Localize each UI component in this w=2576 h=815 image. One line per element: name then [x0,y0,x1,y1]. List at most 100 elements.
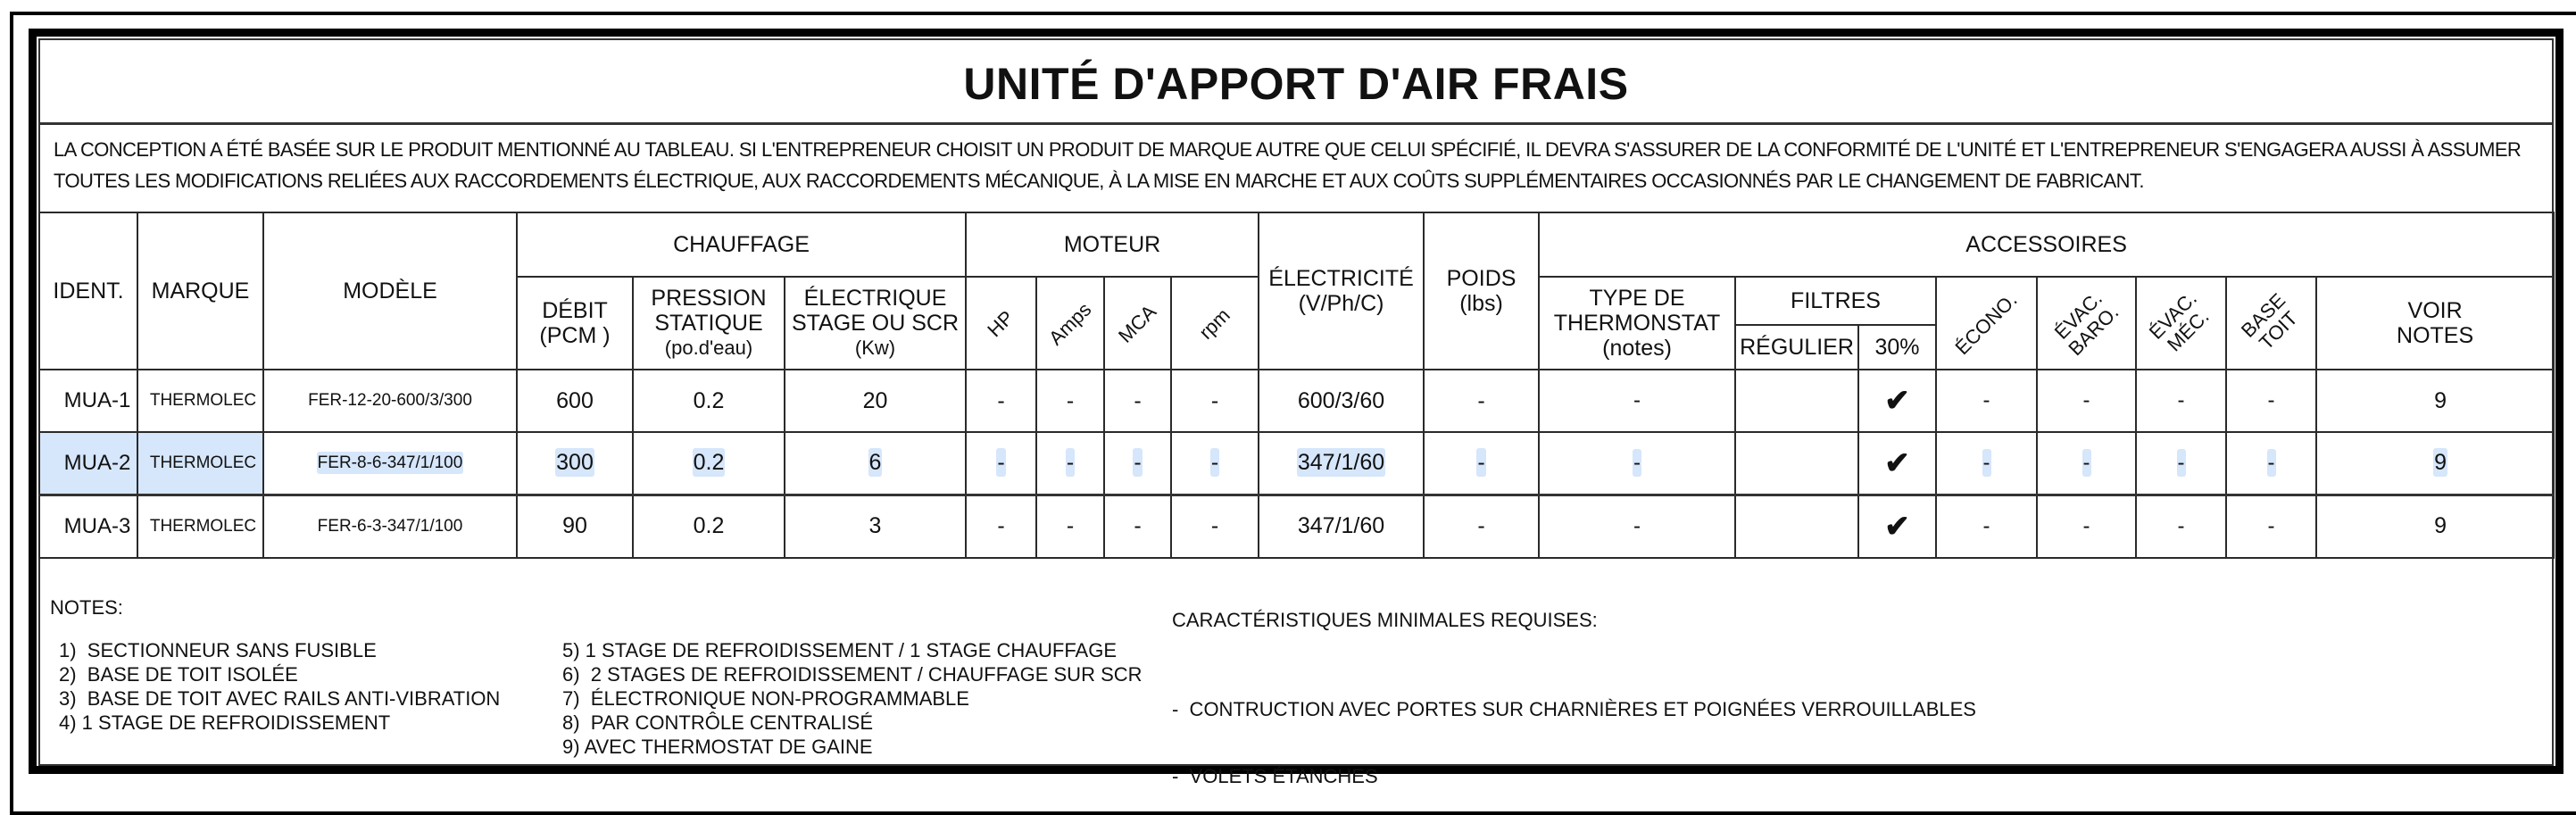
cell-value: MUA-3 [63,513,131,538]
cell-baro: - [2036,369,2138,433]
cell-value: MUA-2 [62,448,132,477]
cell-value: - [996,448,1006,478]
cell-value: FER-8-6-347/1/100 [316,451,464,474]
header-text: ÉLECTRICITÉ [1268,266,1414,291]
cell-value: FER-6-3-347/1/100 [317,516,463,536]
cell-debit: 300 [516,431,634,495]
note-item: 5) 1 STAGE DE REFROIDISSEMENT / 1 STAGE … [562,639,1118,661]
cell-notes: 9 [2315,369,2555,433]
cell-mca: - [1103,431,1173,495]
characteristics-list: - CONTRUCTION AVEC PORTES SUR CHARNIÈRES… [1172,653,1976,810]
header-chauffage: CHAUFFAGE [515,212,968,278]
cell-value: - [997,387,1005,413]
cell-value: THERMOLEC [149,391,257,410]
note-item: 3) BASE DE TOIT AVEC RAILS ANTI-VIBRATIO… [59,687,501,710]
header-text: rpm [1194,304,1234,344]
cell-econo: - [1935,431,2039,495]
cell-base: - [2225,494,2318,559]
cell-value: - [1134,513,1142,539]
cell-rpm: - [1170,369,1260,433]
cell-ident: MUA-2 [38,431,138,495]
header-text: (lbs) [1459,291,1503,316]
cell-value: 600/3/60 [1297,387,1385,413]
header-text: ÉVAC. BARO. [2049,286,2123,360]
cell-value: - [1133,448,1143,478]
header-text: ÉVAC. MÉC. [2145,287,2216,358]
cell-debit: 90 [516,494,634,559]
cell-value: - [2267,513,2275,538]
cell-value: - [1982,388,1990,412]
header-filtres: FILTRES [1734,276,1938,326]
header-text: DÉBIT [542,298,608,323]
check-icon: ✔ [1884,509,1910,544]
check-icon: ✔ [1884,384,1910,418]
cell-rpm: - [1170,494,1260,559]
cell-amps: - [1035,494,1106,559]
note-item: 6) 2 STAGES DE REFROIDISSEMENT / CHAUFFA… [562,663,1143,686]
header-text: (V/Ph/C) [1298,291,1384,316]
cell-value: 90 [562,513,587,539]
check-icon: ✔ [1884,445,1910,480]
cell-value: - [1477,513,1485,539]
notes-label: NOTES: [50,596,123,619]
header-text: ÉLECTRIQUE [803,286,947,311]
characteristic-item: - VOLETS ÉTANCHES [1172,765,1378,787]
cell-regulier [1734,431,1860,495]
cell-value: - [1477,387,1485,413]
cell-modele: FER-12-20-600/3/300 [262,369,518,433]
header-text: PRESSION [651,286,767,311]
cell-poids: - [1423,369,1541,433]
cell-ident: MUA-1 [38,369,138,433]
cell-electricite: 347/1/60 [1258,494,1425,559]
cell-marque: THERMOLEC [137,369,264,433]
header-text: (Kw) [854,337,896,359]
cell-econo: - [1935,494,2039,559]
header-text: (PCM ) [539,323,611,348]
cell-value: 347/1/60 [1296,448,1386,478]
header-text: STATIQUE [654,311,763,336]
cell-thermostat: - [1538,494,1737,559]
cell-value: 0.2 [693,513,725,539]
characteristics-label: CARACTÉRISTIQUES MINIMALES REQUISES: [1172,609,1598,631]
header-text: VOIR [2407,298,2463,323]
cell-pression: 0.2 [632,369,785,433]
cell-mca: - [1103,369,1173,433]
header-marque: MARQUE [137,212,264,370]
cell-value: 3 [868,513,882,539]
cell-value: - [1134,387,1142,413]
cell-marque: THERMOLEC [137,494,264,559]
header-amps: Amps [1035,276,1106,370]
note-item: 1) SECTIONNEUR SANS FUSIBLE [59,639,377,661]
sheet-border [29,29,2564,774]
cell-electrique: 20 [783,369,968,433]
cell-value: - [2267,388,2275,412]
header-regulier: RÉGULIER [1734,324,1860,370]
cell-poids: - [1423,431,1541,495]
table-row: MUA-1 THERMOLEC FER-12-20-600/3/300 600 0.2 2… [38,369,2555,433]
cell-amps: - [1035,369,1106,433]
disclaimer-line-2: TOUTES LES MODIFICATIONS RELIÉES AUX RAC… [54,170,2144,192]
cell-value: - [1633,448,1642,477]
header-mca: MCA [1103,276,1173,370]
header-text: (po.d'eau) [664,337,753,359]
cell-modele: FER-6-3-347/1/100 [262,494,518,559]
table-row: MUA-2 THERMOLEC FER-8-6-347/1/100 300 0.2 6 - -… [38,431,2555,495]
cell-econo: - [1935,369,2039,433]
notes-column-2: 5) 1 STAGE DE REFROIDISSEMENT / 1 STAGE … [562,638,1143,759]
cell-value: - [1066,513,1075,539]
header-evac-baro: ÉVAC. BARO. [2036,276,2138,370]
cell-filtre30: ✔ [1857,431,1938,495]
cell-value: THERMOLEC [149,516,257,536]
cell-value: - [2266,448,2276,477]
disclaimer-line-1: LA CONCEPTION A ÉTÉ BASÉE SUR LE PRODUIT… [54,138,2522,161]
cell-amps: - [1035,431,1106,495]
cell-value: - [1476,448,1486,478]
header-voir-notes: VOIR NOTES [2315,276,2555,370]
cell-thermostat: - [1538,431,1737,495]
cell-regulier [1734,494,1860,559]
cell-hp: - [965,494,1038,559]
cell-base: - [2225,431,2318,495]
cell-base: - [2225,369,2318,433]
header-text: Amps [1043,297,1096,350]
cell-mec: - [2135,369,2228,433]
